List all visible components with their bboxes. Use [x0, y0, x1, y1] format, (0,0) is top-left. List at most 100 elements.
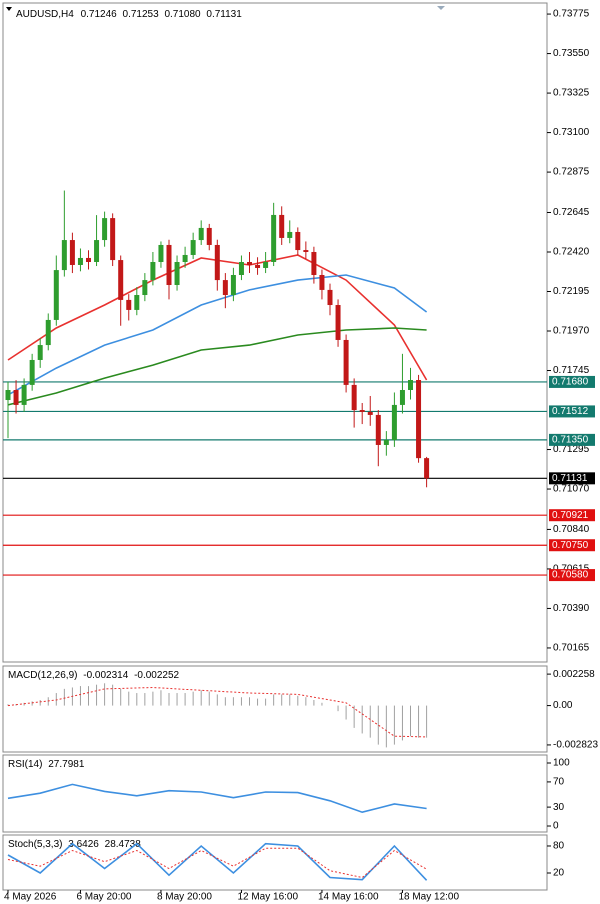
- y-tick-label: 0.70390: [553, 603, 590, 614]
- candle-body: [86, 257, 91, 262]
- rsi-header: RSI(14) 27.7981: [8, 759, 85, 770]
- y-tick-label: 0.70165: [553, 643, 590, 654]
- candle-body: [29, 359, 35, 385]
- price-level-label: 0.70580: [552, 570, 589, 581]
- y-tick-label: 0.72645: [553, 207, 590, 218]
- shift-marker: [437, 6, 445, 10]
- candle-body: [45, 319, 51, 346]
- price-level-tag: [549, 472, 595, 485]
- price-level-tag: [549, 375, 595, 388]
- y-tick-label: 0.73775: [553, 9, 590, 20]
- price-level-label: 0.70921: [552, 510, 589, 521]
- price-level-label: 0.71680: [552, 377, 589, 388]
- candle-body: [198, 227, 204, 241]
- candle-body: [367, 411, 373, 415]
- y-tick-label: 0.72195: [553, 286, 590, 297]
- chart-header: AUDUSD,H4 0.71246 0.71253 0.71080 0.7113…: [16, 9, 242, 20]
- candle-body: [150, 261, 156, 281]
- y-tick-label: 100: [553, 758, 570, 769]
- y-tick-label: 0.00: [553, 700, 573, 711]
- menu-arrow[interactable]: [6, 7, 12, 11]
- candle-body: [303, 250, 309, 252]
- stoch-panel: [2, 834, 548, 891]
- candle-body: [222, 280, 228, 296]
- candle-body: [206, 227, 212, 245]
- candle-body: [351, 384, 357, 411]
- quote-high: 0.71253: [123, 9, 160, 20]
- x-tick-label: 18 May 12:00: [398, 892, 459, 903]
- price-level-label: 0.71350: [552, 435, 589, 446]
- candle-body: [21, 384, 27, 405]
- candle-body: [61, 240, 67, 271]
- y-tick-label: 0.71745: [553, 365, 590, 376]
- stoch-main-value: 3.6426: [68, 839, 99, 850]
- x-tick-label: 6 May 20:00: [76, 892, 131, 903]
- y-tick-label: 30: [553, 802, 565, 813]
- x-tick-label: 12 May 16:00: [237, 892, 298, 903]
- candle-body: [69, 240, 75, 265]
- y-tick-label: 0.73550: [553, 48, 590, 59]
- y-tick-label: 0.72420: [553, 247, 590, 258]
- stoch-title: Stoch(5,3,3): [8, 839, 62, 850]
- candle-body: [142, 280, 148, 296]
- candle-body: [359, 410, 365, 412]
- stoch-signal: [7, 847, 427, 879]
- price-level-tag: [549, 433, 595, 446]
- price-level-tag: [549, 509, 595, 522]
- candle-body: [375, 414, 381, 445]
- rsi-value: 27.7981: [48, 759, 85, 770]
- symbol: AUDUSD,H4: [16, 9, 74, 20]
- macd-signal-value: -0.002252: [134, 670, 179, 681]
- candle-body: [238, 261, 244, 275]
- y-tick-label: 0.71070: [553, 484, 590, 495]
- candle-body: [94, 240, 100, 262]
- candle-body: [391, 404, 397, 441]
- candle-body: [118, 260, 124, 300]
- main-panel: [2, 2, 548, 663]
- moving-average: [7, 327, 427, 406]
- candle-body: [416, 379, 422, 459]
- rsi-title: RSI(14): [8, 759, 42, 770]
- price-level-tag: [549, 569, 595, 582]
- price-level-tag: [549, 539, 595, 552]
- candle-body: [279, 214, 285, 238]
- y-tick-label: 0: [553, 821, 559, 832]
- candle-body: [190, 240, 196, 255]
- moving-average: [7, 274, 428, 396]
- candle-body: [102, 218, 108, 241]
- x-tick-label: 14 May 16:00: [318, 892, 379, 903]
- candle-body: [158, 244, 164, 262]
- candle-body: [247, 261, 252, 265]
- candle-body: [343, 339, 349, 385]
- candle-body: [77, 257, 83, 265]
- price-level-label: 0.71131: [552, 473, 588, 484]
- candle-body: [126, 299, 132, 310]
- y-tick-label: 0.71970: [553, 326, 590, 337]
- candle-body: [182, 254, 188, 262]
- y-tick-label: 0.002258: [553, 669, 595, 680]
- x-tick-label: 4 May 2026: [4, 892, 57, 903]
- candle-body: [134, 295, 140, 310]
- candle-body: [255, 264, 261, 268]
- macd-panel: [2, 665, 548, 753]
- y-tick-label: 0.72875: [553, 167, 590, 178]
- candle-body: [295, 231, 301, 251]
- macd-header: MACD(12,26,9) -0.002314 -0.002252: [8, 670, 180, 681]
- y-tick-label: 0.70840: [553, 524, 590, 535]
- y-tick-label: 80: [553, 841, 565, 852]
- y-tick-label: 70: [553, 777, 565, 788]
- candle-body: [13, 390, 19, 405]
- y-tick-label: -0.002823: [553, 740, 598, 751]
- candle-body: [319, 274, 325, 290]
- moving-average: [7, 254, 428, 381]
- rsi-line: [7, 783, 427, 814]
- y-tick-label: 0.70615: [553, 564, 590, 575]
- candle-body: [5, 390, 11, 401]
- y-tick-label: 0.71295: [553, 444, 590, 455]
- candle-body: [110, 218, 116, 261]
- candle-body: [327, 289, 333, 306]
- candle-body: [214, 244, 220, 281]
- candle-body: [383, 440, 389, 445]
- price-level-tag: [549, 405, 595, 418]
